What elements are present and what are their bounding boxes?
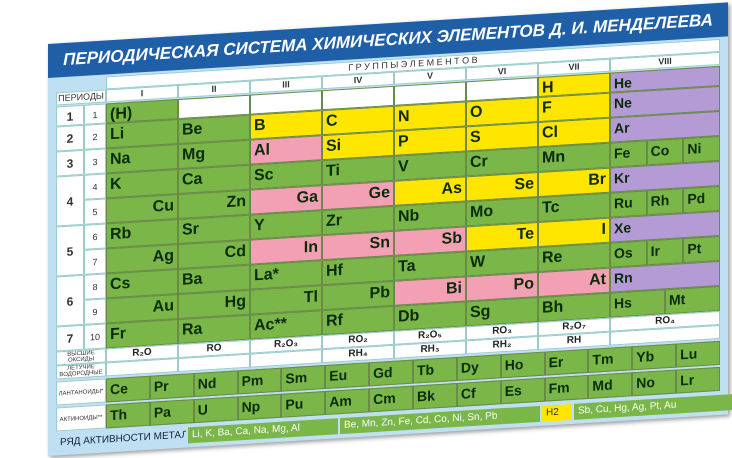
element: Sm (281, 365, 326, 392)
element: Np (237, 393, 282, 421)
period-number: 1 (56, 104, 84, 127)
period-number: 7 (56, 324, 84, 352)
row-number: 6 (84, 223, 106, 250)
element: Rh (646, 188, 684, 216)
row-number: 4 (84, 173, 106, 200)
element: Ni (683, 135, 720, 164)
actinides-label: АКТИНОИДЫ** (56, 404, 106, 432)
element: Bk (413, 382, 457, 410)
row-number: 8 (84, 273, 106, 300)
element: Gd (369, 359, 413, 387)
element: Am (325, 388, 370, 416)
element: Pd (683, 185, 720, 214)
element: Pm (237, 367, 282, 395)
period-number: 6 (56, 274, 84, 327)
activity-group: H2 (542, 403, 572, 422)
poster: ПЕРИОДИЧЕСКАЯ СИСТЕМА ХИМИЧЕСКИХ ЭЛЕМЕНТ… (48, 2, 732, 456)
element: Hs (610, 289, 665, 318)
row-number: 2 (84, 123, 106, 150)
element: Tb (413, 356, 457, 384)
element: No (632, 369, 677, 397)
element: Pt (683, 235, 720, 264)
element: Lr (676, 366, 720, 394)
element: Er (544, 348, 589, 376)
element: Ce (106, 375, 150, 403)
element: Co (646, 138, 684, 166)
element: Dy (456, 354, 501, 381)
period-number: 2 (56, 124, 84, 152)
period-number: 4 (56, 174, 84, 227)
row-number: 5 (84, 198, 106, 225)
row-number: 3 (84, 148, 106, 175)
row-number: 9 (84, 298, 106, 325)
lanthanides-label: ЛАНТАНОИДЫ* (56, 378, 106, 406)
element: Cf (456, 380, 501, 407)
element: Md (588, 372, 633, 399)
element: Es (500, 377, 545, 405)
element: Mt (665, 285, 720, 315)
element: Cm (369, 385, 413, 413)
row-number: 10 (84, 323, 106, 350)
element: Ru (610, 190, 647, 218)
element: Ho (500, 351, 545, 379)
element: Ir (646, 238, 684, 266)
element: Pr (149, 373, 194, 400)
element: Lu (676, 340, 720, 368)
period-number: 5 (56, 224, 84, 277)
element: Pu (281, 391, 326, 418)
hydrides-label: ЛЕТУЧИЕ ВОДОРОДНЫЕ СОЕДИНЕНИЯ (56, 362, 106, 380)
element: Yb (632, 343, 677, 371)
element: Fe (610, 140, 647, 168)
element: Pa (149, 399, 194, 426)
activity-label: РЯД АКТИВНОСТИ МЕТАЛЛОВ: (60, 427, 186, 449)
row-number: 7 (84, 248, 106, 275)
element: Os (610, 240, 647, 268)
element: Eu (325, 362, 370, 390)
element: Tm (588, 346, 633, 373)
element: Nd (193, 370, 238, 398)
row-number: 1 (84, 103, 106, 125)
period-number: 3 (56, 149, 84, 177)
element: U (193, 396, 238, 424)
element: Fm (544, 374, 589, 402)
element: Th (106, 401, 150, 429)
